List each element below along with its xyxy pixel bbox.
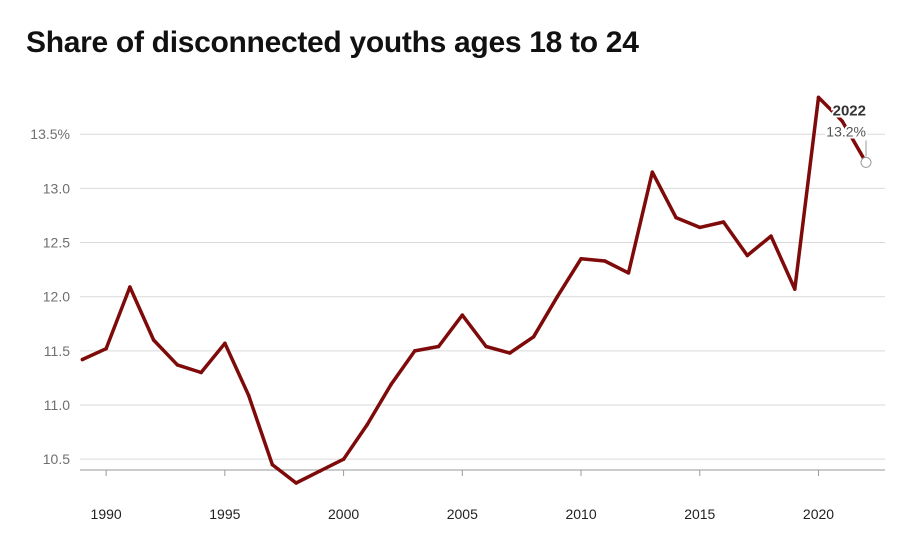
x-axis-tick-labels: 1990 1995 2000 2005 2010 2015 2020 <box>91 506 835 522</box>
x-tick-label: 2020 <box>803 506 834 522</box>
x-axis <box>80 469 885 476</box>
data-point <box>508 351 512 355</box>
x-tick-label: 1995 <box>209 506 240 522</box>
annotation-end-marker <box>860 156 872 168</box>
data-point <box>151 338 156 342</box>
y-tick-label: 13.5% <box>30 126 70 142</box>
data-point <box>674 215 678 220</box>
data-point <box>436 344 441 349</box>
data-point <box>341 457 346 461</box>
data-point <box>531 335 536 339</box>
series-layer <box>80 95 868 485</box>
data-point <box>318 469 322 473</box>
y-tick-label: 12.0 <box>43 289 70 305</box>
series-line <box>80 95 868 485</box>
data-point <box>460 313 465 317</box>
data-point <box>223 341 227 346</box>
data-point <box>626 271 631 275</box>
data-point <box>199 370 203 375</box>
data-point <box>365 422 370 427</box>
data-point <box>80 357 85 362</box>
chart-title: Share of disconnected youths ages 18 to … <box>26 26 639 59</box>
data-point <box>175 363 180 367</box>
x-tick-label: 2010 <box>565 506 596 522</box>
y-axis-tick-labels: 10.5 11.0 11.5 12.0 12.5 13.0 13.5% <box>30 126 70 467</box>
data-point <box>555 294 560 299</box>
grid-lines <box>80 133 885 460</box>
data-point <box>793 287 797 291</box>
data-point <box>104 346 108 351</box>
data-point <box>603 259 607 263</box>
x-tick-label: 2005 <box>447 506 478 522</box>
data-point <box>484 344 488 349</box>
data-point <box>650 170 655 174</box>
data-point <box>698 225 702 230</box>
data-point <box>246 393 251 398</box>
data-point <box>389 382 393 387</box>
data-point <box>294 481 298 485</box>
y-tick-label: 11.0 <box>44 397 70 413</box>
x-tick-label: 2015 <box>684 506 715 522</box>
data-point <box>270 462 275 467</box>
y-tick-label: 11.5 <box>44 343 70 359</box>
data-point <box>579 257 583 261</box>
data-point <box>816 95 821 100</box>
data-point <box>721 220 726 224</box>
data-point <box>840 119 845 123</box>
data-point <box>128 285 132 289</box>
data-points <box>80 95 868 485</box>
data-point <box>745 253 750 258</box>
end-annotation: 2022 13.2% <box>824 100 872 168</box>
x-tick-label: 1990 <box>91 506 122 522</box>
y-tick-label: 12.5 <box>43 235 70 251</box>
annotation-value-label: 13.2% <box>826 123 866 139</box>
annotation-year-label: 2022 <box>833 102 866 119</box>
x-tick-label: 2000 <box>328 506 359 522</box>
y-tick-label: 10.5 <box>43 451 70 467</box>
data-point <box>769 234 773 238</box>
data-point <box>413 349 417 353</box>
y-tick-label: 13.0 <box>43 180 70 196</box>
